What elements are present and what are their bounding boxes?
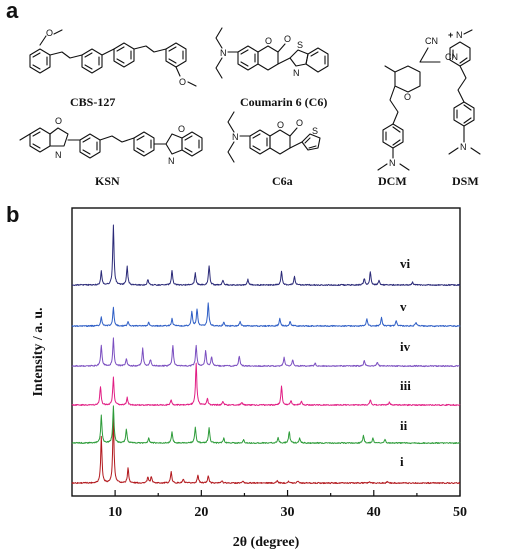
xrd-pattern-i xyxy=(71,417,461,485)
ksn-o-left: O xyxy=(55,116,62,126)
c6-s: S xyxy=(297,40,303,50)
dsm-pyridinium-n: N xyxy=(456,30,463,40)
series-label-iii: iii xyxy=(400,378,411,393)
x-tick-label-40: 40 xyxy=(367,505,381,520)
x-tick-label-20: 20 xyxy=(194,505,208,520)
xrd-pattern-iii xyxy=(71,362,461,407)
c6a-structure: N O O S xyxy=(227,111,321,163)
dsm-label: DSM xyxy=(452,174,479,188)
ksn-n-right: N xyxy=(168,156,175,166)
dsm-plus: + xyxy=(448,30,453,40)
coumarin-6-label: Coumarin 6 (C6) xyxy=(240,95,327,109)
dcm-n: N xyxy=(389,158,396,168)
ksn-label: KSN xyxy=(95,174,120,188)
xrd-pattern-iv xyxy=(71,337,461,368)
dsm-n: N xyxy=(460,142,467,152)
c6a-ring-o: O xyxy=(277,120,284,130)
c6-thiazole-n: N xyxy=(293,68,300,78)
x-axis-title: 2θ (degree) xyxy=(233,535,300,550)
c6a-label: C6a xyxy=(272,174,293,188)
coumarin-6-structure: N O O S N xyxy=(215,27,329,79)
xrd-pattern-v xyxy=(71,302,461,328)
series-label-ii: ii xyxy=(400,418,408,433)
c6a-n: N xyxy=(232,132,239,142)
panel-a-label: a xyxy=(6,0,19,23)
y-axis-title: Intensity / a. u. xyxy=(31,307,46,396)
ksn-structure: O N O N xyxy=(19,116,203,166)
dcm-cn-1: CN xyxy=(425,36,438,46)
dsm-structure: + N N xyxy=(448,29,481,155)
c6a-s: S xyxy=(312,126,318,136)
series-label-vi: vi xyxy=(400,256,411,271)
series-label-v: v xyxy=(400,299,407,314)
dcm-cn-2: CN xyxy=(445,52,458,62)
c6-ring-o: O xyxy=(265,36,272,46)
plot-frame xyxy=(71,207,461,497)
c6-carbonyl-o: O xyxy=(284,34,291,44)
panel-b-label: b xyxy=(6,202,19,227)
xrd-pattern-ii xyxy=(71,405,461,445)
series-label-iv: iv xyxy=(400,339,411,354)
ksn-o-right: O xyxy=(178,124,185,134)
cbs-o-right: O xyxy=(179,77,186,87)
cbs-o-left: O xyxy=(46,28,53,38)
xrd-pattern-vi xyxy=(71,224,461,286)
dcm-label: DCM xyxy=(378,174,407,188)
x-tick-label-50: 50 xyxy=(453,505,467,520)
x-tick-label-10: 10 xyxy=(108,505,122,520)
c6-n: N xyxy=(220,48,227,58)
c6a-carbonyl-o: O xyxy=(296,118,303,128)
ksn-n-left: N xyxy=(55,150,62,160)
dcm-structure: CN CN O N xyxy=(377,36,458,171)
x-tick-label-30: 30 xyxy=(281,505,295,520)
x-axis-ticks: 10 20 30 40 50 xyxy=(108,490,467,520)
cbs-127-structure: O O xyxy=(29,28,197,87)
dcm-ring-o: O xyxy=(404,92,411,102)
series-label-i: i xyxy=(400,454,404,469)
cbs-127-label: CBS-127 xyxy=(70,95,115,109)
